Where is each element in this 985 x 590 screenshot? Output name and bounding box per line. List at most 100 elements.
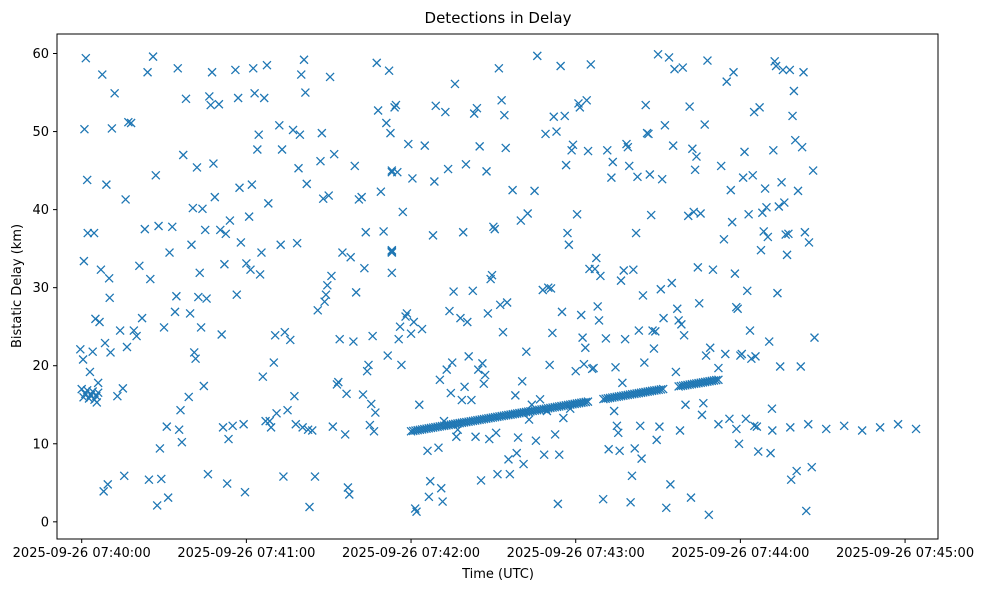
data-point: [466, 395, 476, 405]
data-point: [412, 507, 421, 517]
data-point: [305, 502, 314, 512]
data-point: [259, 93, 269, 103]
data-point: [572, 209, 582, 219]
data-point: [318, 194, 328, 204]
data-point: [192, 163, 202, 172]
data-point: [582, 95, 592, 105]
data-point: [230, 65, 240, 75]
data-point: [255, 269, 265, 279]
data-point: [808, 166, 818, 176]
data-point: [171, 291, 181, 301]
data-point: [633, 172, 642, 182]
data-point: [792, 466, 802, 476]
data-point: [185, 308, 195, 318]
data-point: [246, 265, 255, 275]
data-point: [266, 422, 276, 432]
data-point: [278, 472, 288, 482]
data-point: [488, 222, 498, 232]
data-point: [530, 186, 540, 196]
data-point: [729, 67, 738, 77]
data-point: [219, 259, 229, 269]
data-point: [504, 454, 513, 464]
data-point: [337, 248, 347, 258]
data-point: [590, 264, 600, 274]
data-point: [250, 88, 260, 98]
data-point: [650, 326, 660, 336]
data-point: [543, 283, 553, 293]
data-point: [604, 444, 614, 454]
data-point: [638, 291, 648, 300]
data-point: [624, 161, 634, 171]
data-point: [510, 390, 520, 400]
data-point: [531, 436, 541, 446]
data-point: [777, 177, 787, 187]
data-point: [394, 334, 404, 344]
data-point: [683, 211, 693, 221]
data-point: [420, 141, 430, 151]
data-point: [300, 88, 310, 97]
data-point: [477, 358, 487, 368]
data-point: [558, 413, 568, 423]
data-point: [671, 367, 681, 377]
data-point: [579, 359, 589, 369]
data-point: [648, 326, 658, 336]
data-point: [81, 53, 91, 63]
data-point: [665, 479, 675, 489]
y-axis-ticks: 0 10 20 30 40 50 60: [32, 47, 57, 530]
data-point: [620, 334, 630, 344]
data-point: [207, 67, 217, 77]
data-point: [589, 363, 599, 373]
data-point: [351, 287, 361, 297]
data-point: [664, 52, 674, 62]
data-point: [178, 150, 188, 160]
data-point: [679, 330, 689, 340]
data-point: [631, 228, 641, 238]
data-point: [549, 112, 559, 122]
data-point: [561, 160, 571, 170]
data-point: [235, 183, 244, 193]
data-point: [435, 375, 445, 385]
data-point: [785, 65, 795, 75]
data-point: [344, 490, 354, 499]
data-point: [782, 250, 792, 260]
data-point: [594, 315, 604, 325]
data-point: [494, 63, 504, 73]
data-point: [482, 166, 491, 176]
data-point: [254, 130, 264, 140]
data-point: [742, 286, 752, 296]
data-point: [793, 186, 803, 196]
data-point: [283, 405, 293, 415]
data-point: [155, 443, 165, 453]
data-point: [436, 483, 446, 493]
data-point: [771, 61, 781, 71]
data-point: [406, 329, 416, 339]
plot-area: [56, 33, 939, 540]
data-point: [429, 177, 439, 186]
data-point: [428, 230, 438, 240]
data-point: [516, 216, 526, 226]
data-point: [193, 292, 203, 302]
data-point: [458, 227, 468, 237]
data-point: [752, 422, 762, 432]
data-point: [277, 145, 287, 154]
data-point: [228, 421, 238, 431]
data-point: [322, 280, 332, 290]
x-tick-label: 2025-09-26 07:41:00: [177, 546, 315, 561]
data-point: [233, 93, 243, 103]
data-point: [443, 164, 453, 174]
data-point: [753, 447, 763, 457]
data-point: [801, 506, 811, 516]
data-point: [790, 135, 800, 145]
data-point: [224, 434, 233, 444]
data-point: [332, 379, 342, 389]
data-point: [595, 271, 605, 281]
data-point: [295, 130, 305, 140]
data-point: [387, 166, 397, 176]
data-point: [702, 56, 712, 65]
data-point: [724, 414, 734, 424]
data-point: [639, 358, 649, 368]
y-axis-label: Bistatic Delay (km): [10, 224, 25, 348]
data-point: [738, 173, 748, 183]
data-point: [248, 63, 258, 73]
data-point: [535, 394, 545, 404]
